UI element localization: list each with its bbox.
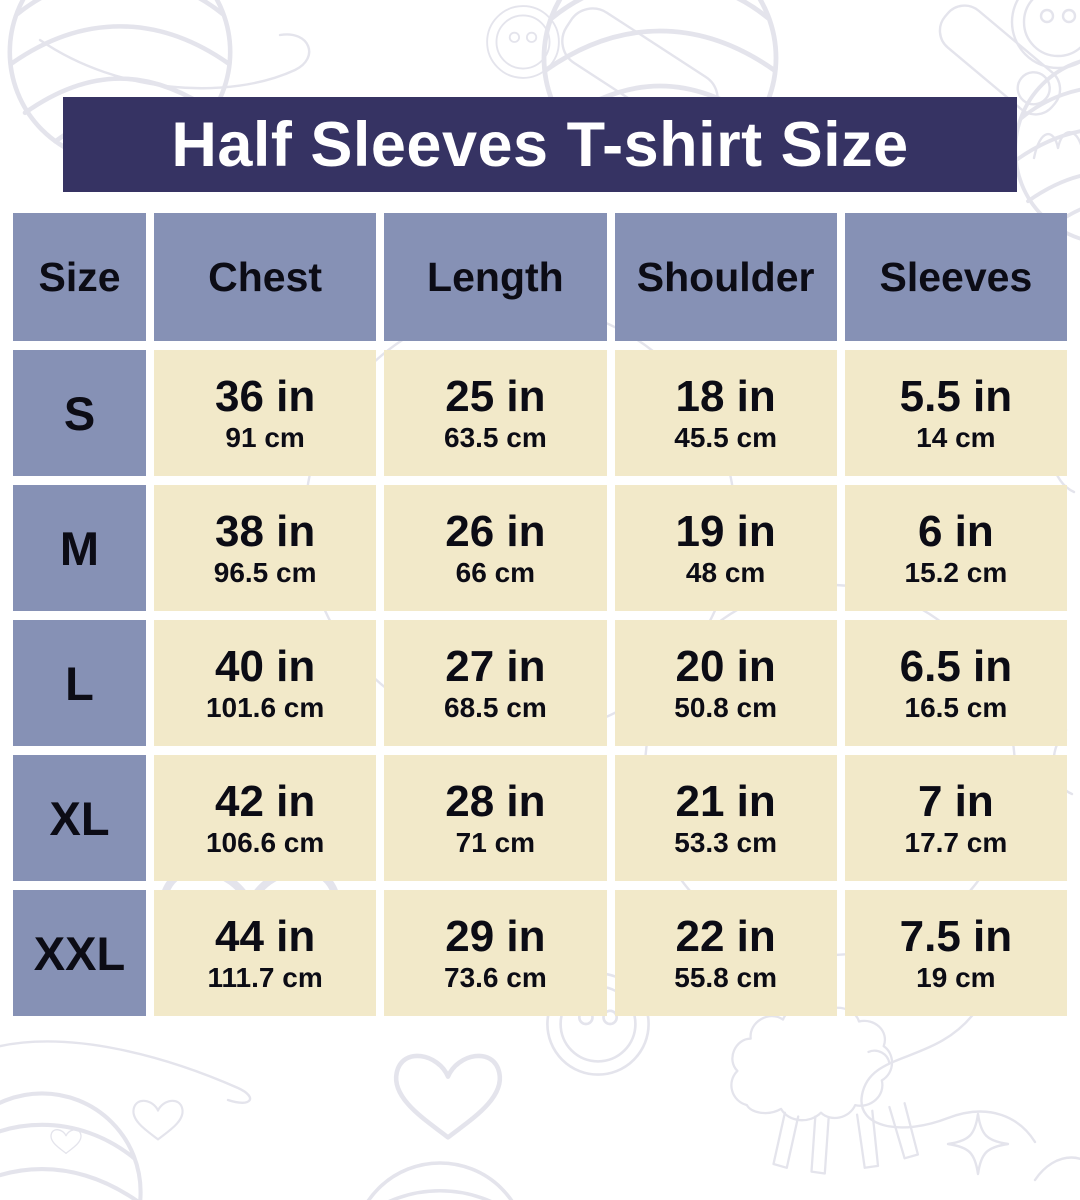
measurement-cm: 53.3 cm xyxy=(674,826,777,858)
cell-xxl-chest: 44 in 111.7 cm xyxy=(154,890,377,1016)
cell-m-length: 26 in 66 cm xyxy=(384,485,607,611)
cell-m-chest: 38 in 96.5 cm xyxy=(154,485,377,611)
column-header-length: Length xyxy=(384,213,607,341)
measurement-cm: 101.6 cm xyxy=(205,691,325,723)
measurement-cm: 96.5 cm xyxy=(213,556,317,588)
cell-s-chest: 36 in 91 cm xyxy=(154,350,377,476)
row-label-m: M xyxy=(13,485,146,611)
cell-xxl-shoulder: 22 in 55.8 cm xyxy=(614,890,837,1016)
cell-xl-chest: 42 in 106.6 cm xyxy=(154,755,377,881)
measurement-inches: 36 in xyxy=(214,371,316,421)
measurement-cm: 48 cm xyxy=(685,556,766,588)
cell-xl-length: 28 in 71 cm xyxy=(384,755,607,881)
measurement-inches: 7.5 in xyxy=(899,911,1013,961)
measurement-cm: 111.7 cm xyxy=(207,961,323,993)
measurement-cm: 55.8 cm xyxy=(674,961,777,993)
page-title: Half Sleeves T-shirt Size xyxy=(171,109,909,180)
cell-xl-sleeves: 7 in 17.7 cm xyxy=(844,755,1067,881)
measurement-inches: 25 in xyxy=(445,371,546,421)
measurement-cm: 19 cm xyxy=(916,961,996,993)
measurement-inches: 21 in xyxy=(675,776,776,826)
cell-l-sleeves: 6.5 in 16.5 cm xyxy=(844,620,1067,746)
measurement-cm: 15.2 cm xyxy=(904,556,1008,588)
measurement-inches: 44 in xyxy=(214,911,316,961)
cell-m-shoulder: 19 in 48 cm xyxy=(614,485,837,611)
measurement-cm: 91 cm xyxy=(225,421,305,453)
title-banner: Half Sleeves T-shirt Size xyxy=(63,97,1017,192)
measurement-cm: 68.5 cm xyxy=(444,691,547,723)
cell-xxl-length: 29 in 73.6 cm xyxy=(384,890,607,1016)
row-label-xl: XL xyxy=(13,755,146,881)
cell-l-chest: 40 in 101.6 cm xyxy=(154,620,377,746)
row-label-xxl: XXL xyxy=(13,890,146,1016)
column-header-sleeves: Sleeves xyxy=(844,213,1067,341)
measurement-cm: 66 cm xyxy=(455,556,536,588)
cell-s-shoulder: 18 in 45.5 cm xyxy=(614,350,837,476)
cell-xl-shoulder: 21 in 53.3 cm xyxy=(614,755,837,881)
measurement-cm: 16.5 cm xyxy=(904,691,1008,723)
measurement-inches: 22 in xyxy=(675,911,776,961)
measurement-inches: 19 in xyxy=(675,506,776,556)
measurement-cm: 45.5 cm xyxy=(674,421,777,453)
measurement-inches: 7 in xyxy=(917,776,994,826)
measurement-inches: 5.5 in xyxy=(899,371,1013,421)
measurement-inches: 6.5 in xyxy=(899,641,1013,691)
cell-l-shoulder: 20 in 50.8 cm xyxy=(614,620,837,746)
measurement-inches: 6 in xyxy=(917,506,994,556)
column-header-size: Size xyxy=(13,213,146,341)
cell-s-length: 25 in 63.5 cm xyxy=(384,350,607,476)
measurement-cm: 50.8 cm xyxy=(674,691,777,723)
column-header-shoulder: Shoulder xyxy=(614,213,837,341)
measurement-inches: 40 in xyxy=(214,641,316,691)
measurement-cm: 14 cm xyxy=(916,421,996,453)
measurement-inches: 26 in xyxy=(445,506,546,556)
cell-l-length: 27 in 68.5 cm xyxy=(384,620,607,746)
measurement-inches: 38 in xyxy=(214,506,316,556)
measurement-inches: 27 in xyxy=(445,641,546,691)
measurement-cm: 71 cm xyxy=(455,826,536,858)
measurement-inches: 29 in xyxy=(445,911,546,961)
measurement-inches: 42 in xyxy=(214,776,316,826)
row-label-l: L xyxy=(13,620,146,746)
cell-xxl-sleeves: 7.5 in 19 cm xyxy=(844,890,1067,1016)
measurement-cm: 63.5 cm xyxy=(444,421,547,453)
measurement-inches: 20 in xyxy=(675,641,776,691)
measurement-cm: 73.6 cm xyxy=(444,961,547,993)
size-chart-table: Size Chest Length Shoulder Sleeves S 36 … xyxy=(13,213,1067,1016)
row-label-s: S xyxy=(13,350,146,476)
measurement-inches: 18 in xyxy=(675,371,776,421)
measurement-inches: 28 in xyxy=(445,776,546,826)
cell-m-sleeves: 6 in 15.2 cm xyxy=(844,485,1067,611)
measurement-cm: 17.7 cm xyxy=(904,826,1008,858)
measurement-cm: 106.6 cm xyxy=(205,826,325,858)
column-header-chest: Chest xyxy=(154,213,377,341)
cell-s-sleeves: 5.5 in 14 cm xyxy=(844,350,1067,476)
